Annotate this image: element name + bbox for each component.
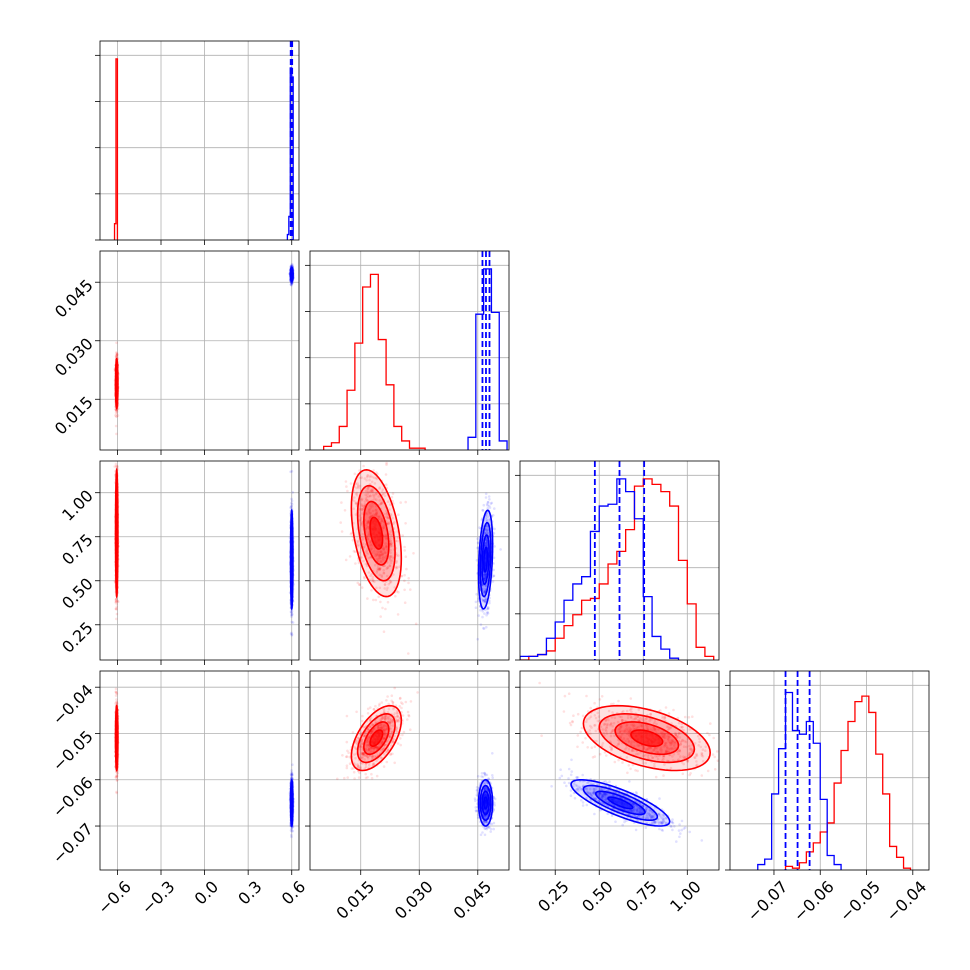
panel-frame (99, 460, 300, 661)
y-tick-label: 1.00 (58, 486, 97, 525)
contour-series-0 (369, 729, 384, 748)
panel-1-1 (305, 250, 510, 455)
panel-3-3: −0.07−0.06−0.05−0.04 (725, 670, 930, 925)
scatter-series-0 (336, 686, 419, 781)
histogram-series-1 (467, 268, 508, 450)
x-tick-label: 0.75 (622, 877, 661, 916)
panel-frame (99, 250, 300, 451)
histogram-series-1 (520, 478, 680, 660)
x-tick-label: 0.6 (278, 877, 309, 908)
y-tick-label: −0.07 (49, 819, 97, 867)
panel-frame (309, 460, 510, 661)
x-tick-label: −0.6 (94, 877, 135, 918)
panel-frame (99, 670, 300, 871)
x-tick-label: 1.00 (666, 877, 705, 916)
panel-frame (519, 670, 720, 871)
contour-series-1 (290, 545, 293, 574)
x-tick-label: 0.030 (391, 877, 437, 923)
y-tick-label: −0.06 (49, 773, 97, 821)
contour-series-1 (290, 795, 293, 810)
y-tick-label: 0.25 (58, 618, 97, 657)
y-tick-label: 0.030 (51, 334, 97, 380)
contour-series-1 (483, 796, 489, 810)
contour-series-1 (483, 546, 489, 573)
panel-3-1: 0.015 0.030 0.045 (305, 670, 510, 923)
contour-series-0 (115, 376, 118, 392)
x-tick-label: −0.05 (836, 877, 884, 925)
panel-frame (309, 670, 510, 871)
panel-2-0: 0.25 0.50 0.75 1.00 (58, 460, 300, 665)
histogram-series-1 (757, 691, 842, 870)
x-tick-label: 0.50 (578, 877, 617, 916)
panel-2-1 (305, 460, 510, 665)
y-tick-label: 0.015 (51, 393, 97, 439)
panel-3-2: 0.25 0.50 0.75 1.00 (515, 670, 720, 916)
panel-1-0: 0.015 0.030 0.045 (51, 250, 300, 455)
histogram-series-0 (784, 695, 912, 870)
contour-series-0 (115, 514, 118, 552)
histogram-series-0 (520, 478, 715, 660)
panel-frame (99, 40, 300, 241)
x-tick-label: 0.3 (234, 877, 265, 908)
panel-0-0 (95, 40, 300, 245)
x-tick-label: 0.015 (332, 877, 378, 923)
x-tick-label: −0.06 (790, 877, 838, 925)
x-tick-label: 0.0 (191, 877, 222, 908)
panel-frame (519, 460, 720, 661)
contour-series-0 (630, 729, 664, 748)
y-tick-label: −0.04 (49, 681, 97, 729)
x-tick-label: −0.04 (882, 877, 930, 925)
panel-2-2 (515, 460, 720, 665)
panel-frame (309, 250, 510, 451)
contour-series-1 (290, 271, 293, 278)
y-tick-label: 0.75 (58, 530, 97, 569)
contour-series-0 (369, 516, 384, 550)
contour-series-0 (115, 728, 118, 748)
panel-frame (729, 670, 930, 871)
y-tick-label: 0.045 (51, 276, 97, 322)
x-tick-label: 0.045 (449, 877, 495, 923)
contour-series-1 (607, 796, 634, 810)
x-tick-label: 0.25 (534, 877, 573, 916)
histogram-series-0 (113, 58, 119, 240)
y-tick-label: 0.50 (58, 574, 97, 613)
x-tick-label: −0.3 (138, 877, 179, 918)
panel-3-0: −0.6 −0.3 0.0 0.3 0.6 −0.07−0.06−0.05−0.04 (49, 670, 309, 918)
y-tick-label: −0.05 (49, 727, 97, 775)
histogram-series-0 (323, 273, 426, 450)
x-tick-label: −0.07 (743, 877, 791, 925)
